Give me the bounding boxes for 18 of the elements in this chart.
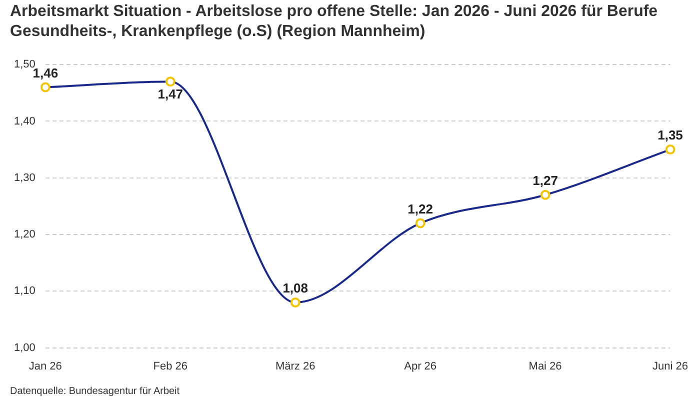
x-tick-label: Mai 26 [528, 360, 562, 372]
data-label: 1,08 [282, 280, 308, 296]
x-tick-label: Juni 26 [652, 360, 688, 372]
data-label: 1,35 [658, 128, 683, 143]
x-tick-label: Apr 26 [404, 360, 437, 372]
x-tick-label: Jan 26 [28, 360, 62, 372]
y-tick-label: 1,40 [14, 115, 36, 128]
data-label: 1,47 [158, 86, 184, 102]
data-label: 1,22 [408, 201, 433, 216]
y-tick-label: 1,30 [14, 172, 36, 184]
chart-title: Arbeitsmarkt Situation - Arbeitslose pro offene Stelle: Jan 2026 - Juni 2026 für Berufe Gesundheits-, Krankenpflege (o.S) (Region Mannheim) [10, 2, 659, 42]
y-tick-label: 1,10 [14, 285, 36, 298]
x-tick-label: Feb 26 [153, 360, 188, 372]
data-label: 1,27 [532, 172, 558, 188]
y-tick-label: 1,00 [14, 342, 36, 354]
y-tick-label: 1,20 [14, 228, 36, 241]
x-tick-label: März 26 [275, 360, 316, 372]
text: Datenquelle: Bundesagentur für Arbeit [10, 386, 180, 397]
